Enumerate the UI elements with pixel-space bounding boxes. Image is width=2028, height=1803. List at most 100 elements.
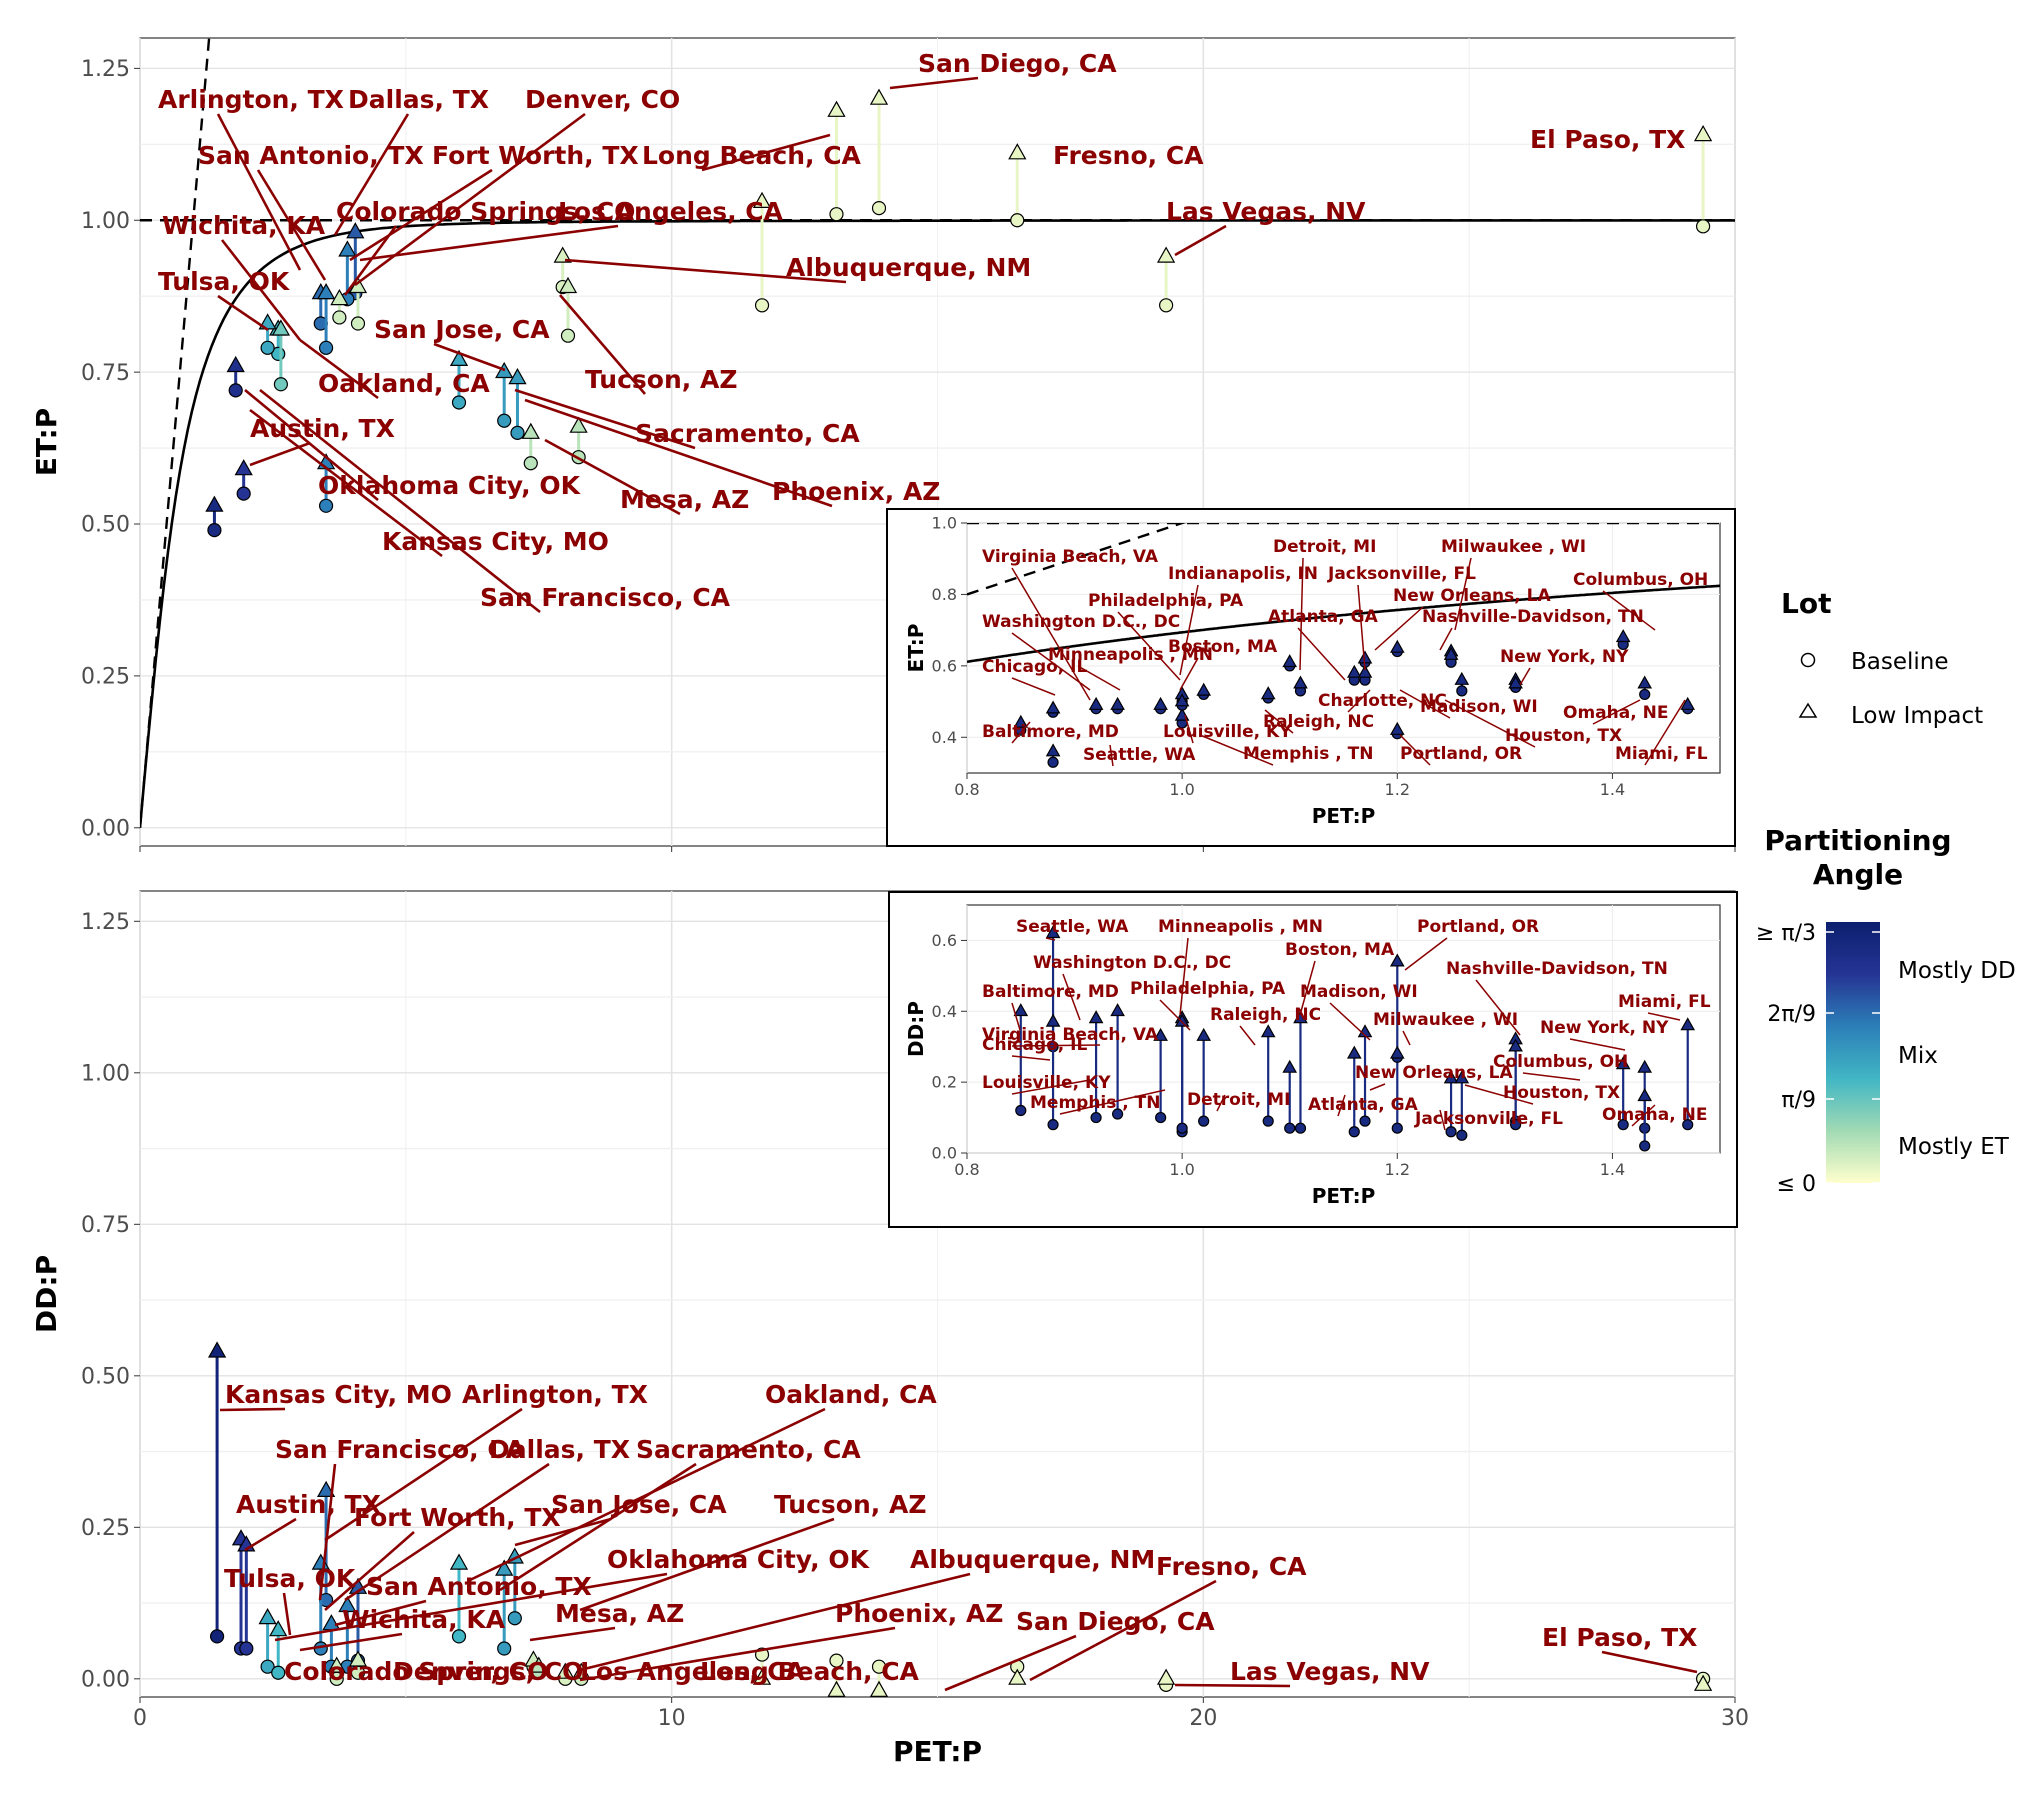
city-label-atlanta-ga: Atlanta, GA xyxy=(1308,1095,1419,1115)
city-label-las-vegas-nv: Las Vegas, NV xyxy=(1230,1657,1430,1686)
city-label-colorado-springs-co: Colorado Springs, CO xyxy=(336,197,635,226)
low-impact-point-oakland-ca xyxy=(449,1553,469,1570)
low-impact-point-sacramento-ca xyxy=(495,1559,514,1576)
low-impact-point-denver-co xyxy=(348,276,368,294)
baseline-point-washington-d-c-dc xyxy=(1090,1111,1102,1124)
city-label-kansas-city-mo: Kansas City, MO xyxy=(382,527,609,556)
y-tick-label: 0.2 xyxy=(932,1073,957,1092)
low-impact-point-nashville-davidson-tn xyxy=(1443,646,1459,660)
city-label-omaha-ne: Omaha, NE xyxy=(1602,1105,1707,1125)
low-impact-point-oklahoma-city-ok xyxy=(226,355,245,373)
city-label-washington-d-c-dc: Washington D.C., DC xyxy=(982,612,1180,632)
leader-line-seattle-wa xyxy=(1109,744,1114,767)
city-label-virginia-beach-va: Virginia Beach, VA xyxy=(982,1025,1159,1045)
leader-line-wichita-ka xyxy=(220,239,302,341)
city-label-el-paso-tx: El Paso, TX xyxy=(1542,1623,1697,1652)
baseline-point-mesa-az xyxy=(523,456,538,471)
budyko-curve xyxy=(140,219,1735,828)
leader-line-detroit-mi xyxy=(1299,557,1304,671)
baseline-point-san-jose-ca xyxy=(507,1611,522,1626)
city-label-oklahoma-city-ok: Oklahoma City, OK xyxy=(318,471,582,500)
panel-bottom-inset: 0.0 0.2 0.4 0.6 0.8 1.0 1.2 1.4 PET:P DD:P Seattle… xyxy=(888,891,1738,1228)
x-tick-label: 1.2 xyxy=(1385,780,1410,799)
city-label-fresno-ca: Fresno, CA xyxy=(1053,141,1204,170)
low-impact-point-baltimore-md xyxy=(1013,714,1029,728)
colorbar-tick-label: ≥ π/3 xyxy=(1756,921,1816,946)
leader-line-las-vegas-nv xyxy=(1174,1683,1291,1688)
baseline-point-san-diego-ca xyxy=(871,201,887,216)
city-label-boston-ma: Boston, MA xyxy=(1285,940,1395,960)
x-axis-title: PET:P xyxy=(1312,1184,1376,1208)
y-axis-title: ET:P xyxy=(904,624,928,673)
baseline-point-virginia-beach-va xyxy=(1111,1108,1124,1120)
leader-line-tulsa-ok xyxy=(217,294,269,332)
low-impact-point-madison-wi xyxy=(1357,1024,1373,1038)
leader-line-san-antonio-tx xyxy=(334,1599,427,1627)
low-impact-point-raleigh-nc xyxy=(1260,686,1276,700)
city-label-new-york-ny: New York, NY xyxy=(1540,1018,1669,1038)
city-label-long-beach-ca: Long Beach, CA xyxy=(700,1657,920,1686)
city-label-chicago-il: Chicago, IL xyxy=(982,657,1088,677)
leader-line-atlanta-ga xyxy=(1337,1094,1346,1117)
low-impact-point-minneapolis-mn xyxy=(1153,696,1168,710)
leader-line-albuquerque-nm xyxy=(564,258,847,284)
leader-line-sacramento-ca xyxy=(499,1462,697,1592)
leader-line-fort-worth-tx xyxy=(324,1531,415,1611)
leader-line-madison-wi xyxy=(1329,1002,1371,1041)
low-impact-point-portland-or xyxy=(1389,721,1405,735)
leader-line-fort-worth-tx xyxy=(349,168,493,262)
city-label-columbus-oh: Columbus, OH xyxy=(1493,1052,1628,1072)
city-label-wichita-ka: Wichita, KA xyxy=(342,1605,506,1634)
plot-area xyxy=(966,522,1721,774)
city-label-raleigh-nc: Raleigh, NC xyxy=(1210,1005,1321,1025)
low-impact-point-wichita-ka xyxy=(269,1620,288,1637)
low-impact-point-new-orleans-la xyxy=(1389,639,1405,653)
low-impact-point-charlotte-nc xyxy=(1357,664,1373,678)
city-label-portland-or: Portland, OR xyxy=(1400,744,1522,764)
y-axis-title: DD:P xyxy=(30,1255,63,1333)
low-impact-point-jacksonville-fl xyxy=(1454,1070,1470,1084)
city-label-san-francisco-ca: San Francisco, CA xyxy=(275,1435,526,1464)
city-label-milwaukee-wi: Milwaukee , WI xyxy=(1441,537,1586,557)
baseline-point-phoenix-az xyxy=(510,425,525,440)
city-label-memphis-tn: Memphis , TN xyxy=(1030,1093,1161,1113)
leader-line-san-diego-ca xyxy=(889,76,979,90)
low-impact-point-fresno-ca xyxy=(1008,1668,1027,1685)
low-impact-point-virginia-beach-va xyxy=(1110,1003,1125,1017)
city-label-wichita-ka: Wichita, KA xyxy=(162,211,326,240)
low-impact-point-atlanta-ga xyxy=(1346,1045,1362,1059)
leader-line-long-beach-ca xyxy=(701,133,831,172)
panel-top-inset: 0.4 0.6 0.8 1.0 0.8 1.0 1.2 1.4 PET:P ET:P Virgini… xyxy=(886,508,1736,847)
low-impact-point-denver-co xyxy=(348,1650,368,1667)
city-label-san-diego-ca: San Diego, CA xyxy=(1016,1607,1215,1636)
x-tick-label: 0.8 xyxy=(954,1160,979,1179)
city-labels: Seattle, WA Minneapolis , MN Portland, OR B… xyxy=(982,917,1711,1131)
x-tick-label: 1.0 xyxy=(1169,1160,1194,1179)
leader-line-arlington-tx xyxy=(216,113,302,271)
baseline-point-boston-ma xyxy=(1294,1122,1307,1134)
city-label-mesa-az: Mesa, AZ xyxy=(555,1599,684,1628)
leader-line-phoenix-az xyxy=(524,398,833,508)
leader-line-indianapolis-in xyxy=(1179,584,1199,676)
y-tick-label: 0.25 xyxy=(81,1516,130,1541)
baseline-point-miami-fl xyxy=(1682,1119,1694,1131)
leader-line-louisville-ky xyxy=(1184,714,1194,744)
low-impact-point-el-paso-tx xyxy=(1693,124,1713,142)
low-impact-point-portland-or xyxy=(1389,953,1405,967)
low-impact-point-chicago-il xyxy=(1045,1013,1061,1027)
y-tick-label: 0.0 xyxy=(932,1144,957,1163)
city-label-minneapolis-mn: Minneapolis , MN xyxy=(1048,645,1213,665)
low-impact-point-miami-fl xyxy=(1680,696,1696,710)
leader-line-nashville-davidson-tn xyxy=(1439,627,1453,651)
leader-line-fresno-ca xyxy=(1029,1579,1217,1682)
low-impact-point-albuquerque-nm xyxy=(556,1662,575,1679)
city-label-washington-d-c-dc: Washington D.C., DC xyxy=(1033,953,1231,973)
low-impact-point-columbus-oh xyxy=(1615,1056,1631,1070)
low-impact-point-las-vegas-nv xyxy=(1156,246,1176,263)
city-label-denver-co: Denver, CO xyxy=(525,85,680,114)
leader-line-memphis-tn xyxy=(1059,1089,1166,1115)
y-tick-label: 0.6 xyxy=(932,931,957,950)
leader-line-arlington-tx xyxy=(324,1407,523,1542)
low-impact-point-san-jose-ca xyxy=(449,349,469,366)
